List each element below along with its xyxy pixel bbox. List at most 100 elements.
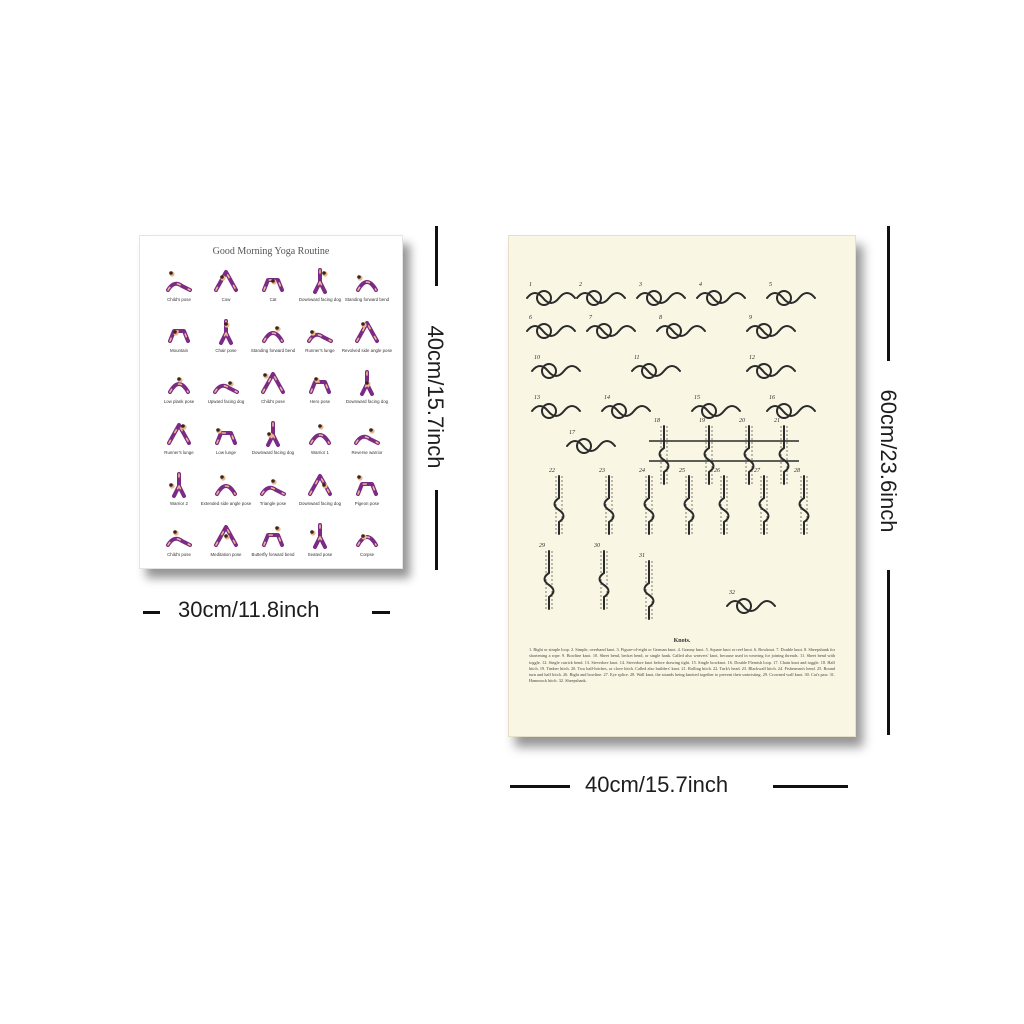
yoga-pose-label: Hero pose: [309, 399, 331, 404]
yoga-pose-label: Standing forward bend: [344, 297, 390, 302]
yoga-pose-figure-icon: [168, 329, 190, 343]
knots-width-line-left: [510, 785, 570, 788]
yoga-pose-figure-icon: [262, 326, 284, 343]
knot-number: 18: [654, 418, 660, 424]
yoga-pose: Cat: [249, 266, 297, 316]
knot-figure: 25: [679, 468, 695, 535]
knot-number: 30: [593, 543, 600, 549]
yoga-poster: Good Morning Yoga Routine Child's pose Co…: [139, 235, 403, 569]
yoga-pose-figure-icon: [356, 275, 378, 292]
yoga-pose: Runner's lunge: [296, 317, 344, 367]
yoga-pose-label: Child's pose: [167, 552, 191, 557]
knots-caption: Knots.: [673, 638, 691, 644]
yoga-pose: Standing forward bend: [249, 317, 297, 367]
yoga-height-line-top: [435, 226, 438, 286]
knot-figure: 11: [631, 355, 681, 379]
yoga-pose: Child's pose: [155, 266, 203, 316]
knots-width-label: 40cm/15.7inch: [585, 772, 729, 797]
yoga-pose-label: Downward facing dog: [251, 450, 295, 455]
knot-figure: 14: [601, 394, 651, 419]
knot-number: 20: [739, 418, 745, 424]
knot-figure: 18: [654, 418, 670, 485]
yoga-pose-figure-icon: [166, 271, 192, 292]
yoga-pose: Warrior 1: [296, 419, 344, 469]
yoga-pose: Butterfly forward bend: [249, 521, 297, 571]
yoga-pose-figure-icon: [166, 530, 192, 547]
yoga-pose-figure-icon: [310, 523, 327, 549]
yoga-pose: Downward facing dog: [296, 266, 344, 316]
knots-legend: 1. Bight or simple loop. 2. Simple, over…: [529, 647, 835, 684]
knot-figure: 6: [526, 315, 576, 339]
yoga-pose: Standing forward bend: [343, 266, 391, 316]
knot-figure: 1: [526, 282, 576, 306]
knot-figure: 13: [531, 395, 581, 419]
yoga-width-line-left: [143, 611, 160, 614]
knot-number: 8: [659, 315, 662, 321]
yoga-pose-figure-icon: [168, 377, 190, 394]
yoga-pose-figure-icon: [214, 270, 238, 292]
knot-number: 31: [638, 553, 645, 559]
knot-figure: 19: [699, 418, 715, 485]
knot-figure: 23: [599, 468, 615, 535]
yoga-pose-label: Butterfly forward bend: [251, 552, 295, 557]
yoga-pose-label: Runner's lunge: [305, 348, 335, 353]
yoga-pose: Extended side angle pose: [201, 470, 251, 520]
yoga-pose-figure-icon: [354, 428, 380, 445]
yoga-pose-figure-icon: [167, 423, 191, 445]
knot-figure: 9: [746, 315, 796, 339]
yoga-pose-figure-icon: [215, 428, 237, 445]
yoga-pose: Chair pose: [202, 317, 250, 367]
yoga-pose-label: Mountain: [169, 348, 189, 353]
yoga-pose: Low plank pose: [155, 368, 203, 418]
knot-number: 16: [769, 395, 775, 401]
yoga-pose-figure-icon: [307, 330, 333, 343]
knot-figure: 12: [746, 355, 796, 379]
knot-number: 7: [589, 315, 593, 321]
knots-height-line-bottom: [887, 570, 890, 735]
yoga-pose-figure-icon: [262, 278, 284, 292]
knot-figure: 27: [754, 468, 770, 535]
knot-figure: 15: [691, 395, 741, 419]
yoga-pose-figure-icon: [261, 372, 285, 394]
knot-figure: 5: [766, 282, 816, 306]
yoga-pose-figure-icon: [215, 475, 237, 496]
knot-number: 3: [638, 282, 642, 288]
yoga-pose-label: Cow: [221, 297, 231, 302]
yoga-pose-figure-icon: [356, 534, 378, 547]
yoga-pose-figure-icon: [313, 268, 328, 294]
yoga-pose-label: Chair pose: [215, 348, 237, 353]
yoga-height-line-bottom: [435, 490, 438, 570]
yoga-pose-label: Meditation pose: [210, 552, 242, 557]
yoga-pose-label: Revolved side angle pose: [341, 348, 393, 353]
yoga-pose-figure-icon: [360, 370, 374, 396]
knot-figure: 17: [566, 430, 616, 454]
knot-number: 29: [539, 543, 545, 549]
yoga-pose: Upward facing dog: [202, 368, 250, 418]
yoga-pose-figure-icon: [260, 479, 286, 496]
yoga-pose-figure-icon: [309, 424, 331, 445]
yoga-pose-label: Pigeon pose: [354, 501, 380, 506]
knot-figure: 31: [638, 553, 655, 620]
yoga-pose: Seated pose: [296, 521, 344, 571]
knot-figure: 20: [739, 418, 755, 485]
yoga-pose: Child's pose: [155, 521, 203, 571]
yoga-pose-label: Warrior 2: [170, 501, 188, 506]
yoga-pose-label: Warrior 1: [311, 450, 329, 455]
yoga-pose: Hero pose: [296, 368, 344, 418]
yoga-width-label: 30cm/11.8inch: [178, 597, 320, 622]
knot-number: 26: [714, 468, 720, 474]
yoga-width-line-right: [372, 611, 390, 614]
knot-number: 12: [749, 355, 755, 361]
knot-figure: 4: [696, 281, 746, 306]
knot-figure: 29: [539, 543, 555, 610]
yoga-pose-label: Low lunge: [215, 450, 237, 455]
knot-figure: 30: [593, 543, 610, 610]
knot-number: 19: [699, 418, 705, 424]
knot-number: 25: [679, 468, 685, 474]
yoga-pose-label: Downward facing dog: [298, 297, 342, 302]
yoga-pose-figure-icon: [219, 319, 233, 345]
yoga-pose-figure-icon: [262, 526, 284, 547]
yoga-pose-label: Child's pose: [261, 399, 285, 404]
knots-height-line-top: [887, 226, 890, 361]
knot-number: 5: [769, 282, 772, 288]
